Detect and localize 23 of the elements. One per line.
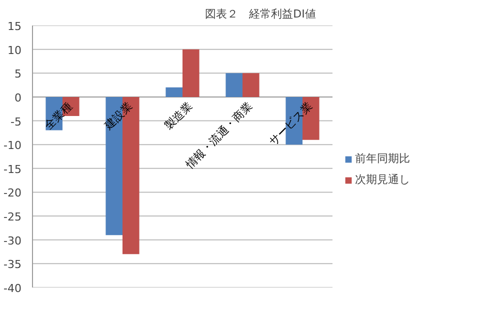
y-tick-label: -5 [10, 115, 22, 128]
y-tick-label: 0 [14, 91, 22, 104]
chart-title: 図表２ 経常利益DI値 [205, 8, 316, 20]
y-tick-label: 10 [8, 44, 22, 57]
y-tick-label: -40 [4, 282, 22, 295]
y-tick-label: -35 [4, 258, 22, 272]
bar [166, 87, 182, 97]
y-tick-label: 5 [14, 68, 22, 81]
y-tick-label: 15 [8, 20, 22, 33]
legend-label: 前年同期比 [355, 151, 410, 166]
bar [242, 73, 260, 97]
y-tick-label: -25 [4, 210, 22, 224]
x-tick-label: サービス業 [266, 100, 315, 148]
bar [226, 73, 242, 97]
x-tick-label: 全業種 [42, 100, 75, 132]
bar [182, 49, 200, 97]
y-tick-label: -10 [4, 139, 22, 152]
legend-label: 次期見通し [355, 172, 410, 187]
y-tick-label: -30 [4, 234, 22, 248]
x-tick-label: 建設業 [101, 100, 135, 134]
y-tick-label: -20 [4, 186, 22, 200]
x-tick-label: 製造業 [162, 100, 195, 132]
y-tick-label: -15 [4, 162, 22, 176]
